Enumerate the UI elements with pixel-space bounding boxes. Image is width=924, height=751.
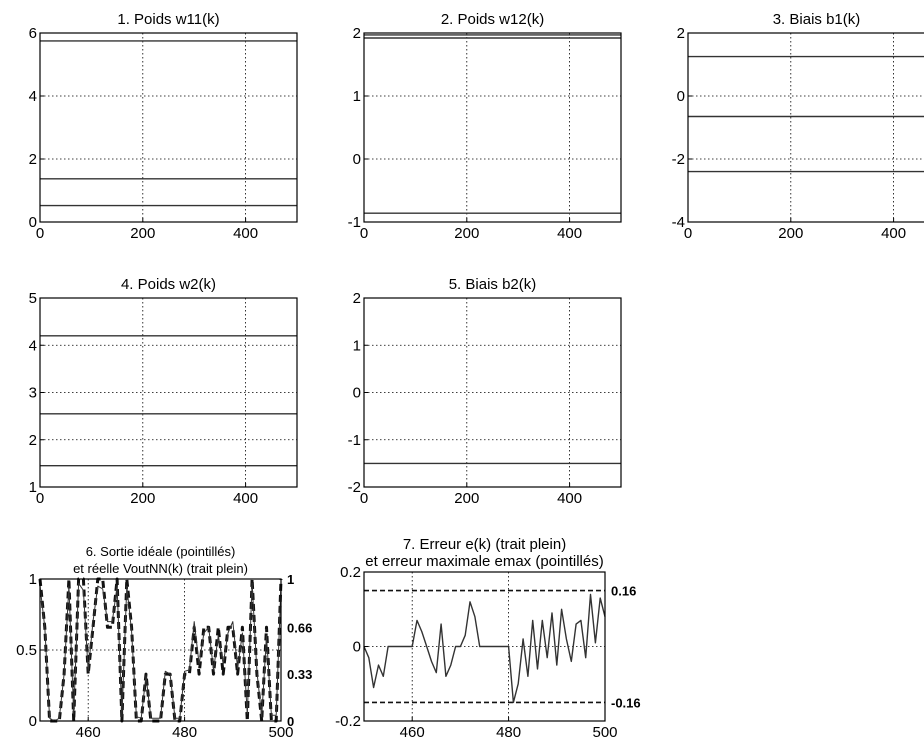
right-tick-label: 0 — [287, 714, 294, 729]
x-tick-label: 200 — [454, 225, 479, 242]
y-tick-label: 3 — [29, 385, 37, 402]
chart-title: 5. Biais b2(k) — [449, 276, 537, 293]
y-tick-label: 0 — [29, 713, 37, 730]
y-tick-label: 0 — [677, 88, 685, 105]
chart-title: 1. Poids w11(k) — [117, 11, 219, 28]
x-tick-label: 480 — [496, 724, 521, 741]
x-tick-label: 200 — [454, 490, 479, 507]
chart-poids-w2: 0 200 400 1 2 3 4 5 4. Poids w2(k) — [29, 276, 298, 507]
plot-frame — [363, 32, 622, 223]
plot-frame — [687, 32, 924, 223]
x-tick-label: 480 — [172, 724, 197, 741]
y-tick-label: 2 — [29, 432, 37, 449]
y-tick-label: -1 — [348, 432, 361, 449]
x-tick-label: 0 — [36, 225, 44, 242]
x-tick-label: 200 — [778, 225, 803, 242]
x-tick-label: 0 — [360, 225, 368, 242]
series-line-3 — [363, 593, 606, 704]
x-tick-label: 500 — [268, 724, 293, 741]
x-tick-label: 460 — [400, 724, 425, 741]
y-tick-label: 2 — [29, 151, 37, 168]
x-tick-label: 0 — [360, 490, 368, 507]
y-tick-label: -2 — [348, 479, 361, 496]
y-tick-label: 4 — [29, 88, 37, 105]
x-tick-label: 400 — [233, 490, 258, 507]
y-tick-label: 0.2 — [340, 564, 361, 581]
y-tick-label: 2 — [353, 290, 361, 307]
chart-title: 3. Biais b1(k) — [773, 11, 861, 28]
chart-erreur: 460 480 500 -0.2 0 0.2 0.16 -0.16 7. Erreur e(k)… — [335, 536, 641, 741]
y-tick-label: 0 — [353, 639, 361, 656]
y-tick-label: -0.2 — [335, 713, 361, 730]
y-tick-label: 1 — [353, 337, 361, 354]
y-tick-label: 2 — [677, 25, 685, 42]
x-tick-label: 400 — [557, 490, 582, 507]
x-tick-label: 0 — [36, 490, 44, 507]
y-tick-label: 1 — [29, 571, 37, 588]
y-tick-label: 2 — [353, 25, 361, 42]
x-tick-label: 400 — [881, 225, 906, 242]
y-tick-label: 5 — [29, 290, 37, 307]
y-tick-label: 0.5 — [16, 642, 37, 659]
plot-area — [40, 33, 297, 222]
x-tick-label: 400 — [233, 225, 258, 242]
y-tick-label: 1 — [29, 479, 37, 496]
y-tick-label: 1 — [353, 88, 361, 105]
plot-area — [364, 33, 621, 222]
y-tick-label: 0 — [353, 151, 361, 168]
x-tick-label: 200 — [130, 225, 155, 242]
chart-title: 7. Erreur e(k) (trait plein) — [403, 536, 566, 553]
chart-title: 2. Poids w12(k) — [441, 11, 544, 28]
y-tick-label: -4 — [672, 214, 685, 231]
chart-biais-b1: 0 200 400 -4 -2 0 2 3. Biais b1(k) — [672, 11, 924, 242]
y-tick-label: 0 — [29, 214, 37, 231]
chart-poids-w11: 0 200 400 0 2 4 6 1. Poids w11(k) — [29, 11, 298, 242]
y-tick-label: -2 — [672, 151, 685, 168]
x-tick-label: 400 — [557, 225, 582, 242]
y-tick-label: 6 — [29, 25, 37, 42]
chart-subtitle: et réelle VoutNN(k) (trait plein) — [73, 561, 248, 576]
series-line-2 — [39, 582, 282, 722]
y-tick-label: -1 — [348, 214, 361, 231]
chart-title: 6. Sortie idéale (pointillés) — [86, 544, 236, 559]
y-tick-label: 0 — [353, 385, 361, 402]
right-tick-label: -0.16 — [611, 695, 641, 710]
plot-area — [688, 33, 924, 222]
right-tick-label: 0.66 — [287, 620, 312, 635]
right-tick-label: 0.33 — [287, 667, 312, 682]
x-tick-label: 0 — [684, 225, 692, 242]
right-tick-label: 0.16 — [611, 584, 636, 599]
x-tick-label: 460 — [76, 724, 101, 741]
x-tick-label: 200 — [130, 490, 155, 507]
y-tick-label: 4 — [29, 337, 37, 354]
chart-title: 4. Poids w2(k) — [121, 276, 216, 293]
x-tick-label: 500 — [592, 724, 617, 741]
chart-biais-b2: 0 200 400 -2 -1 0 1 2 5. Biais b2(k) — [348, 276, 622, 507]
right-tick-label: 1 — [287, 572, 294, 587]
chart-subtitle: et erreur maximale emax (pointillés) — [365, 553, 603, 570]
plot-frame — [39, 32, 298, 223]
